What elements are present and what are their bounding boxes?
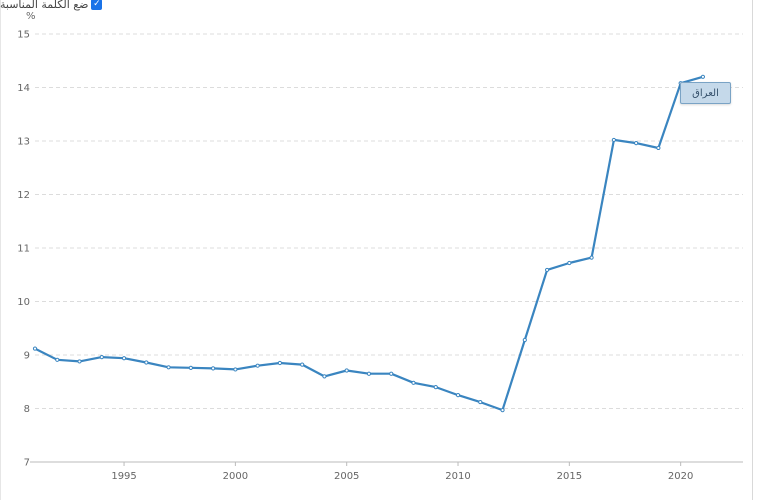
y-tick-label-10: 10 (17, 297, 30, 308)
data-point (389, 371, 394, 376)
chart-right-border (752, 0, 753, 500)
y-tick-label-13: 13 (17, 137, 30, 148)
y-tick-label-14: 14 (17, 83, 30, 94)
data-point (433, 385, 438, 390)
data-point (522, 337, 527, 343)
series-tooltip: العراق (680, 82, 731, 104)
data-point (322, 374, 327, 379)
data-point (32, 346, 38, 351)
data-point (211, 366, 216, 371)
data-point (700, 74, 706, 79)
series-checkbox[interactable]: ✓ (91, 0, 103, 10)
data-point (233, 367, 238, 372)
y-tick-label-12: 12 (17, 190, 30, 201)
series-toggle-label: ضع الكلمة المناسبة (0, 0, 89, 11)
data-point (144, 360, 149, 365)
checkmark-icon: ✓ (93, 0, 101, 9)
data-point (611, 137, 616, 143)
x-tick-label-2005: 2005 (334, 471, 359, 482)
x-tick-label-2015: 2015 (557, 471, 582, 482)
data-point (567, 260, 572, 266)
data-point (544, 267, 550, 273)
data-point (478, 399, 483, 405)
data-point (121, 356, 127, 361)
data-point (344, 368, 349, 373)
y-tick-label-9: 9 (24, 351, 30, 362)
data-point (411, 380, 416, 385)
y-axis-unit-label: % (26, 11, 36, 22)
data-point (188, 365, 193, 370)
data-point (77, 359, 82, 364)
data-point (589, 255, 594, 260)
x-tick-label-2010: 2010 (445, 471, 470, 482)
data-point (277, 360, 283, 366)
data-point (500, 408, 505, 413)
series-line (33, 75, 705, 412)
data-point (99, 355, 104, 360)
series-toggle[interactable]: ضع الكلمة المناسبة ✓ (0, 0, 103, 11)
y-tick-label-8: 8 (24, 404, 30, 415)
data-point (634, 141, 639, 146)
chart-left-border (0, 0, 1, 500)
data-point (656, 145, 661, 151)
x-tick-label-1995: 1995 (111, 471, 136, 482)
y-tick-label-11: 11 (17, 244, 30, 255)
data-point (255, 363, 260, 368)
data-point (300, 362, 305, 367)
y-tick-label-7: 7 (24, 458, 30, 469)
data-point (55, 357, 60, 362)
x-tick-label-2020: 2020 (668, 471, 693, 482)
data-point (166, 365, 171, 370)
data-point (366, 371, 372, 376)
x-tick-label-2000: 2000 (223, 471, 248, 482)
y-tick-label-15: 15 (17, 30, 30, 41)
data-point (455, 393, 461, 398)
